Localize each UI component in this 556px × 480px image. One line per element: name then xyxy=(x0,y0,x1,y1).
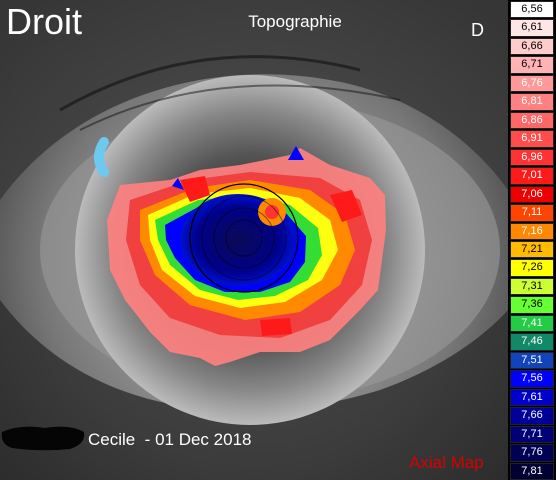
scale-cell: 7,66 xyxy=(510,407,554,425)
eye-side-letter: D xyxy=(471,20,484,40)
color-scale: 6,56 6,61 6,66 6,71 6,76 6,81 6,86 6,91 6,96 7,01… xyxy=(508,0,556,480)
scale-cell: 7,01 xyxy=(510,167,554,185)
mire-ring-1 xyxy=(201,195,287,281)
map-type-label: Axial Map xyxy=(409,453,484,472)
reflection-mark xyxy=(94,137,109,177)
map-warm-core xyxy=(265,205,279,219)
scale-cell: 7,21 xyxy=(510,241,554,259)
scale-cell: 7,56 xyxy=(510,370,554,388)
scale-cell: 6,96 xyxy=(510,148,554,167)
scale-cell: 7,71 xyxy=(510,425,554,444)
scale-cell: 7,36 xyxy=(510,296,554,314)
map-red-spot-3 xyxy=(260,318,292,336)
map-edge-notch-1 xyxy=(288,146,304,160)
scale-cell: 7,16 xyxy=(510,222,554,240)
eye-photo xyxy=(0,0,508,480)
scale-cell: 6,81 xyxy=(510,93,554,111)
pupil-outline xyxy=(189,183,299,293)
scale-cell: 7,31 xyxy=(510,277,554,296)
scale-cell: 7,11 xyxy=(510,204,554,222)
scale-cell: 6,76 xyxy=(510,74,554,93)
scale-cell: 6,66 xyxy=(510,37,554,56)
scale-cell: 7,61 xyxy=(510,388,554,407)
eye-side-title: Droit xyxy=(6,1,83,42)
patient-info: Cecile - 01 Dec 2018 xyxy=(88,430,252,449)
mire-ring-3 xyxy=(225,219,263,257)
scale-cell: 6,71 xyxy=(510,56,554,74)
lash-1 xyxy=(59,55,361,112)
scale-cell: 7,81 xyxy=(510,462,554,480)
eyelid-upper xyxy=(0,0,508,200)
topography-map xyxy=(107,146,386,366)
map-edge-notch-2 xyxy=(172,178,184,190)
scale-cell: 6,61 xyxy=(510,19,554,37)
map-red-spot-1 xyxy=(180,176,210,202)
scale-cell: 6,56 xyxy=(510,1,554,19)
scale-cell: 6,91 xyxy=(510,130,554,148)
map-red-spot-2 xyxy=(330,190,362,222)
name-redaction xyxy=(1,426,85,451)
scale-cell: 7,41 xyxy=(510,314,554,333)
scale-cell: 7,46 xyxy=(510,333,554,351)
scale-cell: 7,51 xyxy=(510,351,554,370)
scale-cell: 7,76 xyxy=(510,444,554,462)
eyelid-lower xyxy=(0,300,508,480)
scale-cell: 7,06 xyxy=(510,185,554,204)
scale-cell: 6,86 xyxy=(510,111,554,130)
scale-cell: 7,26 xyxy=(510,259,554,277)
lash-2 xyxy=(79,84,401,131)
map-title: Topographie xyxy=(248,12,342,31)
mire-ring-2 xyxy=(213,207,275,269)
